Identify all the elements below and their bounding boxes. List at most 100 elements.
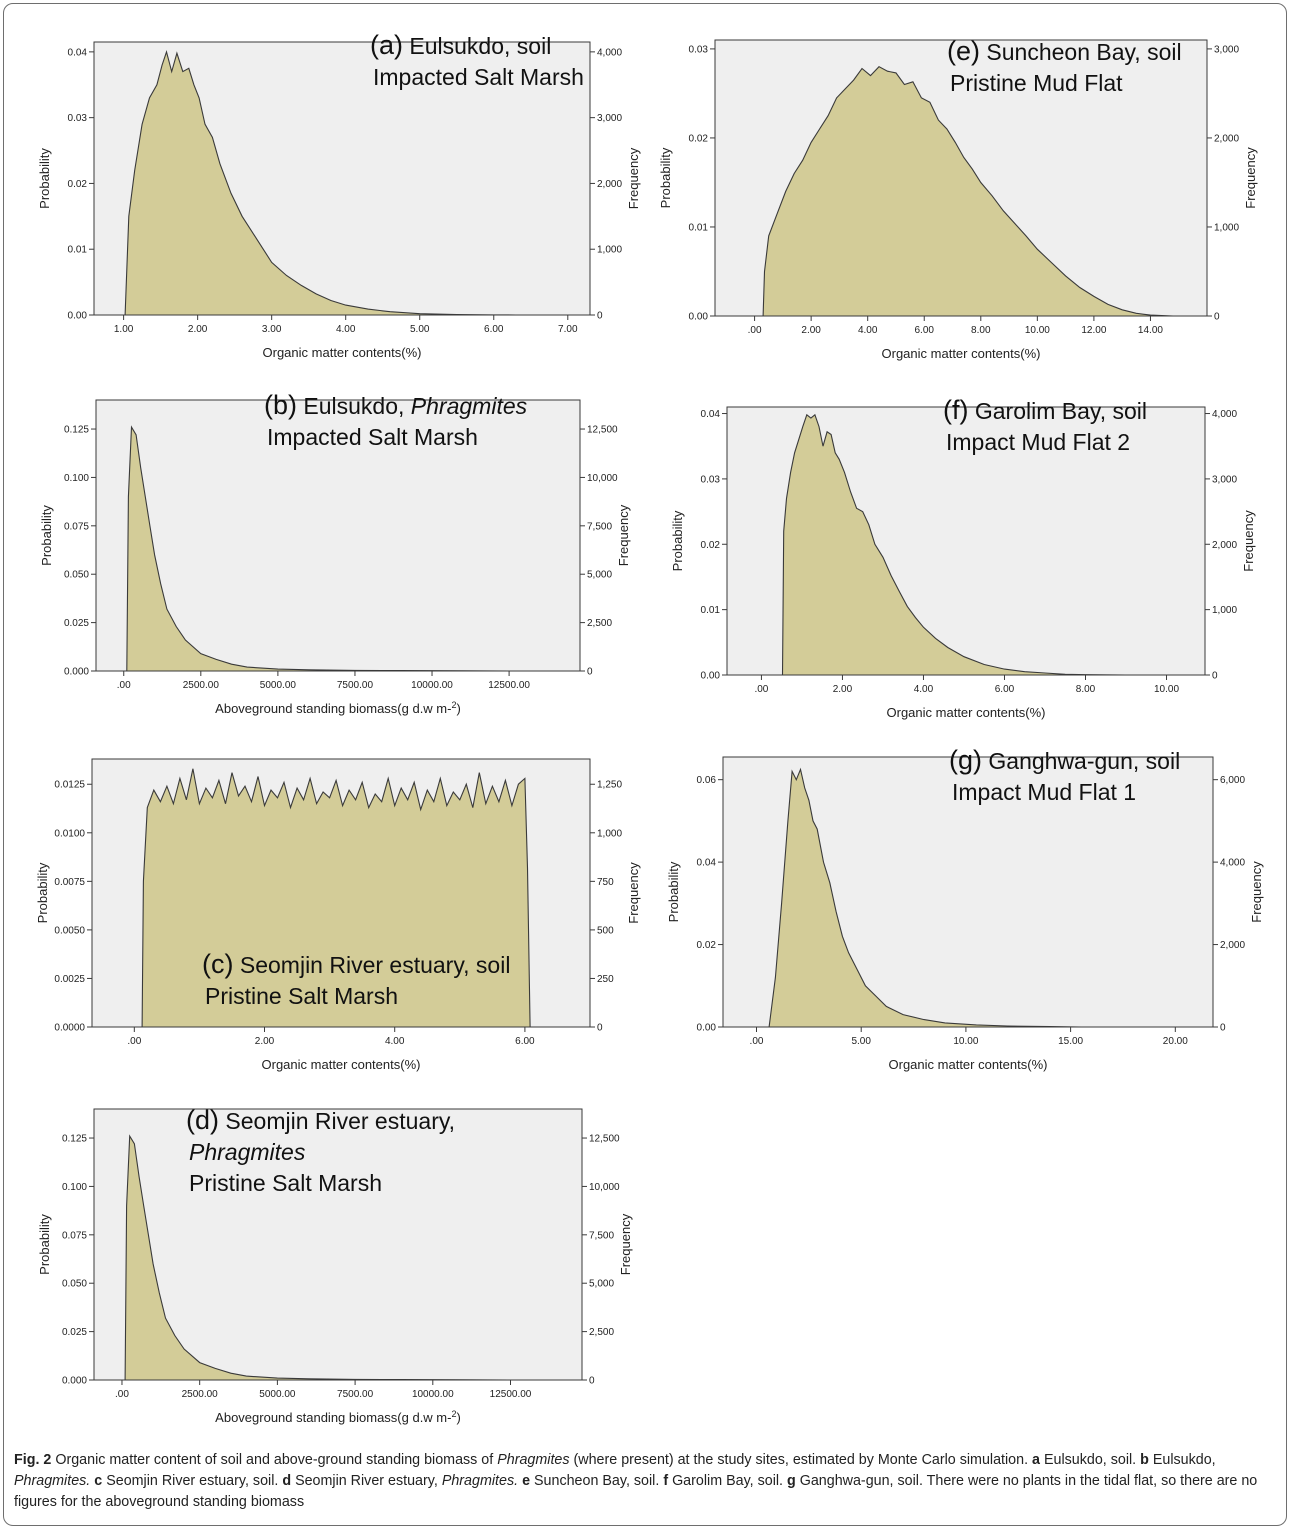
data-point xyxy=(153,790,154,791)
y-tick-label: 0.050 xyxy=(64,570,89,581)
annotation-line-1-part-1: (g) xyxy=(949,745,982,775)
data-point xyxy=(186,799,187,800)
data-point xyxy=(427,790,428,791)
panel-annotation: (b) Eulsukdo, Phragmites Impacted Salt Ma… xyxy=(264,390,528,450)
caption-italic: Phragmites xyxy=(497,1452,570,1468)
data-point xyxy=(472,807,473,808)
data-point xyxy=(466,784,467,785)
chart-panel-f: .00 2.00 4.00 6.00 8.00 10.00 0.00 0.01 0.02 0.03… xyxy=(670,395,1256,720)
data-point xyxy=(874,544,875,545)
y-tick-label: 0.075 xyxy=(64,521,89,532)
data-point xyxy=(891,575,892,576)
y2-tick-label: 0 xyxy=(1214,312,1220,323)
data-point xyxy=(828,115,829,116)
data-point xyxy=(218,780,219,781)
plot-frame xyxy=(91,758,591,1028)
data-point xyxy=(886,1006,887,1007)
data-point xyxy=(182,71,183,72)
data-point xyxy=(935,638,936,639)
annotation-line-2-part-1: Pristine Mud Flat xyxy=(950,70,1123,96)
data-point xyxy=(171,71,172,72)
y2-tick-label: 10,000 xyxy=(587,473,618,484)
data-point xyxy=(156,84,157,85)
data-point xyxy=(231,772,232,773)
plot-background xyxy=(96,400,580,671)
data-point xyxy=(200,653,201,654)
data-point xyxy=(301,285,302,286)
data-point xyxy=(270,790,271,791)
data-point xyxy=(798,439,799,440)
x-tick-label: 12500.00 xyxy=(488,680,530,691)
data-point xyxy=(131,427,132,428)
data-point xyxy=(923,627,924,628)
data-point xyxy=(938,120,939,121)
annotation-line-1-part-3: Phragmites xyxy=(411,393,528,419)
data-point xyxy=(929,102,930,103)
x-axis-label-text: Aboveground standing biomass(g d.w m- xyxy=(215,701,451,716)
y-tick-label: 0.03 xyxy=(689,44,709,55)
y2-tick-label: 1,000 xyxy=(597,828,622,839)
data-point xyxy=(345,305,346,306)
caption-item-f-letter: f xyxy=(663,1473,669,1489)
panel-annotation: (g) Ganghwa-gun, soil Impact Mud Flat 1 xyxy=(949,745,1180,805)
data-point xyxy=(505,780,506,781)
data-point xyxy=(251,801,252,802)
annotation-line-1-part-1: (a) xyxy=(370,30,403,60)
data-point xyxy=(836,97,837,98)
y2-tick-label: 4,000 xyxy=(1212,409,1237,420)
data-point xyxy=(159,1292,160,1293)
figure-caption: Fig. 2 Organic matter content of soil an… xyxy=(14,1450,1276,1513)
annotation-line-1-part-1: (c) xyxy=(202,949,233,979)
x-tick-label: 10.00 xyxy=(1025,325,1050,336)
y-tick-label: 0.01 xyxy=(689,222,709,233)
data-point xyxy=(128,216,129,217)
data-point xyxy=(162,64,163,65)
data-point xyxy=(895,72,896,73)
y-tick-label: 0.100 xyxy=(64,473,89,484)
caption-item-c: Seomjin River estuary, soil. xyxy=(106,1473,279,1489)
y2-tick-label: 12,500 xyxy=(589,1134,620,1145)
y2-tick-label: 3,000 xyxy=(1214,44,1239,55)
y-tick-label: 0.0125 xyxy=(54,780,85,791)
data-point xyxy=(149,525,150,526)
y-axis-label: Probability xyxy=(35,862,50,923)
data-point xyxy=(839,459,840,460)
data-point xyxy=(143,881,144,882)
caption-text-2: (where present) at the study sites, esti… xyxy=(573,1452,1029,1468)
data-point xyxy=(785,191,786,192)
data-point xyxy=(166,609,167,610)
chart-panel-b: .00 2500.00 5000.00 7500.00 10000.00 12500.00… xyxy=(39,390,631,716)
data-point xyxy=(230,1373,231,1374)
data-point xyxy=(775,977,776,978)
y-tick-label: 0.04 xyxy=(68,47,88,58)
data-point xyxy=(814,414,815,415)
x-tick-label: 2.00 xyxy=(801,325,821,336)
panel-annotation: (d) Seomjin River estuary, Phragmites Pris… xyxy=(186,1105,455,1196)
y2-tick-label: 1,000 xyxy=(1214,222,1239,233)
x-tick-label: 10.00 xyxy=(953,1036,978,1047)
y2-axis-label: Frequency xyxy=(618,1213,633,1275)
y-tick-label: 0.000 xyxy=(62,1376,87,1387)
data-point xyxy=(446,805,447,806)
data-point xyxy=(915,617,916,618)
panel-annotation: (e) Suncheon Bay, soil Pristine Mud Flat xyxy=(947,36,1182,96)
caption-item-b-letter: b xyxy=(1140,1452,1149,1468)
y-tick-label: 0.00 xyxy=(68,311,88,322)
x-tick-label: 8.00 xyxy=(971,325,991,336)
y-axis-label: Probability xyxy=(37,1214,52,1275)
data-point xyxy=(316,293,317,294)
annotation-line-2-part-1: Impacted Salt Marsh xyxy=(373,64,584,90)
data-point xyxy=(1004,669,1005,670)
data-point xyxy=(188,68,189,69)
x-tick-label: 2.00 xyxy=(833,684,853,695)
data-point xyxy=(286,275,287,276)
data-point xyxy=(870,75,871,76)
y-tick-label: 0.0100 xyxy=(54,828,85,839)
data-point xyxy=(882,557,883,558)
density-curve xyxy=(126,425,510,672)
data-point xyxy=(216,659,217,660)
plot-frame xyxy=(95,399,581,672)
data-point xyxy=(264,805,265,806)
data-point xyxy=(142,124,143,125)
data-point xyxy=(955,142,956,143)
